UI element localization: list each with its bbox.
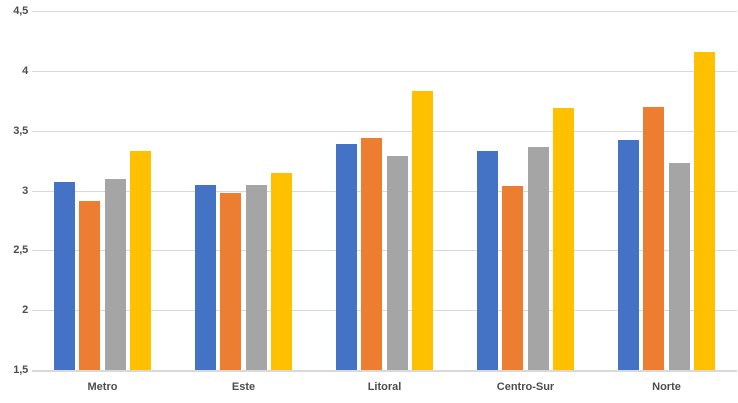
bar-blue-series-litoral [336, 143, 358, 370]
bar-gray-series-centro-sur [527, 147, 549, 370]
x-axis-category-label: Este [231, 381, 256, 393]
bar-orange-series-este [220, 192, 242, 370]
y-axis-tick-label: 3 [22, 185, 28, 197]
gridline [32, 191, 737, 192]
bar-blue-series-metro [54, 182, 75, 370]
x-axis-line [32, 370, 737, 372]
y-axis-tick-label: 4,5 [13, 5, 28, 17]
bar-blue-series-norte [618, 140, 639, 370]
bar-yellow-series-este [271, 172, 292, 370]
bar-gray-series-norte [668, 163, 690, 370]
bar-gray-series-litoral [386, 155, 408, 370]
y-axis-tick-label: 2 [22, 304, 28, 316]
bar-yellow-series-metro [129, 151, 151, 370]
y-axis-tick-label: 1,5 [13, 364, 28, 376]
bar-yellow-series-norte [693, 51, 715, 370]
gridline [32, 131, 737, 132]
x-axis-category-label: Litoral [367, 381, 402, 393]
bar-blue-series-este [195, 184, 217, 370]
y-axis-tick-label: 2,5 [13, 244, 28, 256]
bar-orange-series-metro [79, 201, 101, 370]
bar-yellow-series-centro-sur [553, 107, 574, 370]
y-axis-tick-label: 4 [22, 65, 28, 77]
bar-blue-series-centro-sur [477, 151, 499, 370]
bar-yellow-series-litoral [412, 91, 433, 370]
x-axis-category-label: Centro-Sur [496, 381, 555, 393]
x-axis-category-label: Metro [87, 381, 118, 393]
gridline [32, 310, 737, 311]
bar-gray-series-metro [104, 178, 126, 370]
x-axis-category-label: Norte [652, 381, 681, 393]
gridline [32, 71, 737, 72]
bar-gray-series-este [245, 184, 267, 370]
gridline [32, 11, 737, 12]
bar-orange-series-centro-sur [502, 185, 524, 370]
bar-orange-series-litoral [361, 137, 383, 370]
y-axis-tick-label: 3,5 [13, 125, 28, 137]
bar-orange-series-norte [643, 106, 665, 370]
gridline [32, 250, 737, 251]
